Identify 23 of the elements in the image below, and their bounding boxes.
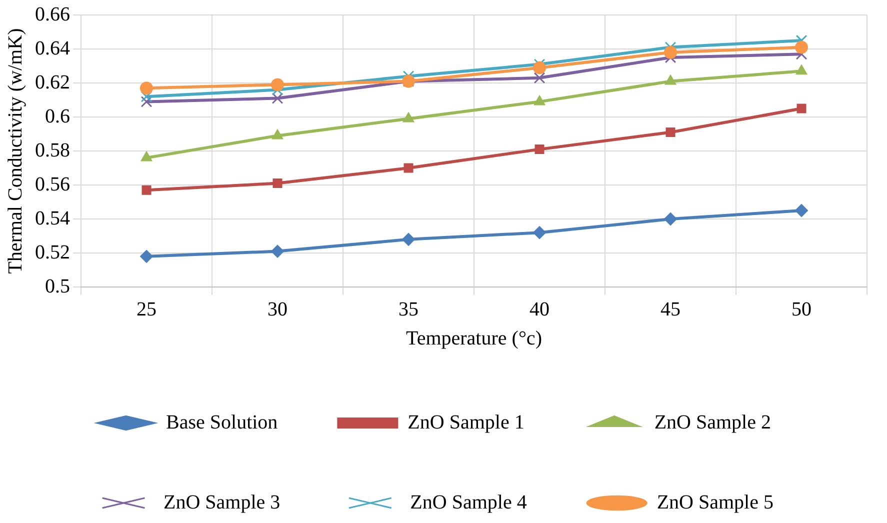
y-tick-label: 0.58 [35, 139, 70, 162]
y-tick-label: 0.52 [35, 241, 70, 264]
x-tick-label: 40 [530, 298, 550, 320]
x-tick-label: 25 [136, 298, 156, 320]
legend-label: ZnO Sample 1 [408, 411, 524, 434]
y-tick-label: 0.54 [35, 207, 70, 230]
x-tick-label: 30 [268, 298, 288, 320]
y-tick-label: 0.56 [35, 173, 70, 196]
legend-label: ZnO Sample 3 [164, 491, 280, 514]
y-axis-title: Thermal Conductivity (w/mK) [4, 28, 26, 274]
x-tick-label: 35 [398, 298, 418, 320]
x-tick-label: 50 [792, 298, 812, 320]
legend-label: ZnO Sample 4 [410, 491, 527, 514]
legend-label: ZnO Sample 5 [656, 491, 774, 514]
y-tick-label: 0.62 [35, 71, 70, 94]
x-axis-title: Temperature (°c) [406, 327, 542, 350]
y-tick-label: 0.66 [35, 3, 70, 26]
legend-label: ZnO Sample 2 [654, 411, 771, 434]
legend-label: Base Solution [166, 411, 278, 434]
x-tick-label: 45 [660, 298, 680, 320]
y-tick-label: 0.6 [45, 105, 70, 128]
y-tick-label: 0.64 [35, 37, 70, 60]
y-tick-label: 0.5 [45, 275, 70, 298]
